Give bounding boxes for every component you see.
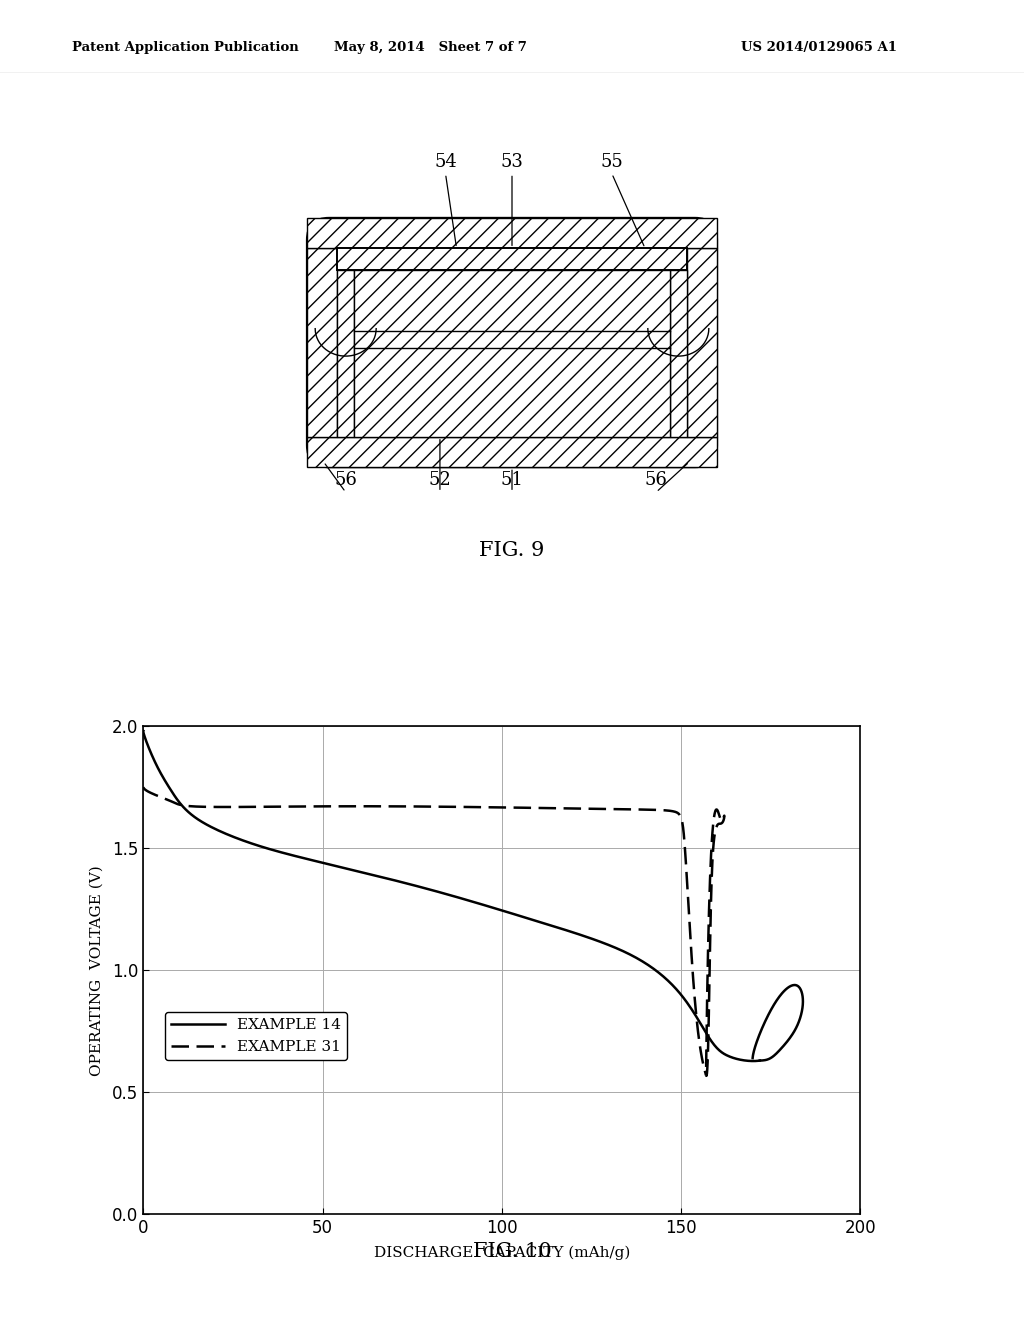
Text: US 2014/0129065 A1: US 2014/0129065 A1: [741, 41, 897, 54]
Polygon shape: [670, 271, 687, 437]
Polygon shape: [337, 271, 354, 437]
Text: 55: 55: [600, 153, 624, 170]
Polygon shape: [307, 248, 337, 437]
Polygon shape: [307, 437, 717, 467]
Text: May 8, 2014   Sheet 7 of 7: May 8, 2014 Sheet 7 of 7: [334, 41, 526, 54]
Y-axis label: OPERATING  VOLTAGE (V): OPERATING VOLTAGE (V): [90, 865, 103, 1076]
Text: 52: 52: [429, 471, 452, 490]
Text: FIG. 9: FIG. 9: [479, 541, 545, 560]
Polygon shape: [337, 248, 687, 271]
Text: Patent Application Publication: Patent Application Publication: [72, 41, 298, 54]
FancyBboxPatch shape: [307, 218, 717, 467]
Legend: EXAMPLE 14, EXAMPLE 31: EXAMPLE 14, EXAMPLE 31: [165, 1012, 347, 1060]
X-axis label: DISCHARGE  CAPACITY (mAh/g): DISCHARGE CAPACITY (mAh/g): [374, 1246, 630, 1261]
Text: 54: 54: [434, 153, 457, 170]
Text: 56: 56: [645, 471, 668, 490]
Text: 53: 53: [501, 153, 523, 170]
Text: 51: 51: [501, 471, 523, 490]
Polygon shape: [307, 218, 717, 248]
Text: 56: 56: [334, 471, 357, 490]
Polygon shape: [354, 271, 670, 437]
Polygon shape: [687, 248, 717, 437]
Text: FIG. 10: FIG. 10: [473, 1242, 551, 1261]
